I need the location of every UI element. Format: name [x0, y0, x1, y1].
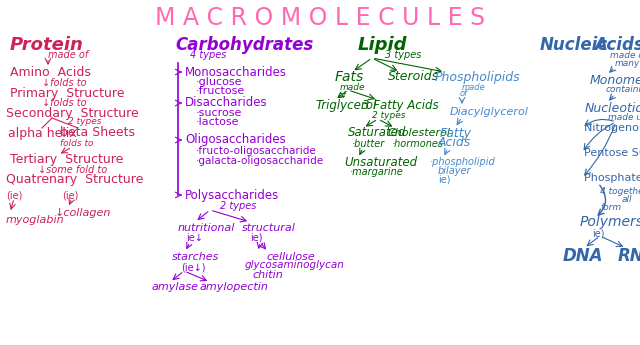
Text: Phosphate Group: Phosphate Group	[584, 173, 640, 183]
Text: Diacylglycerol: Diacylglycerol	[450, 107, 529, 117]
Text: ie): ie)	[592, 228, 605, 238]
Text: myoglabin: myoglabin	[6, 215, 65, 225]
Text: 2 types: 2 types	[68, 118, 102, 127]
Text: Tertiary  Structure: Tertiary Structure	[10, 154, 124, 167]
Text: Pentose Sugar: Pentose Sugar	[584, 148, 640, 158]
Text: ·lactose: ·lactose	[196, 117, 239, 127]
Text: many: many	[615, 59, 640, 68]
Text: Fatty: Fatty	[440, 127, 472, 139]
Text: 2 types: 2 types	[372, 111, 406, 120]
Text: ·fructo-oligosaccharide: ·fructo-oligosaccharide	[196, 146, 317, 156]
Text: Nucleic: Nucleic	[540, 36, 608, 54]
Text: ·sucrose: ·sucrose	[196, 108, 243, 118]
Text: DNA: DNA	[563, 247, 604, 265]
Text: Polymers: Polymers	[580, 215, 640, 229]
Text: Monosaccharides: Monosaccharides	[185, 66, 287, 79]
Text: ie): ie)	[438, 175, 451, 185]
Text: made of: made of	[610, 50, 640, 59]
Text: form: form	[600, 203, 621, 211]
Text: structural: structural	[242, 223, 296, 233]
Text: alpha helix: alpha helix	[8, 127, 77, 139]
Text: folds to: folds to	[60, 138, 93, 148]
Text: 4 types: 4 types	[190, 50, 227, 60]
Text: chitin: chitin	[252, 270, 283, 280]
Text: Acids: Acids	[594, 36, 640, 54]
Text: Polysaccharides: Polysaccharides	[185, 188, 279, 201]
Text: Steroids: Steroids	[388, 70, 439, 83]
Text: Fats: Fats	[335, 70, 364, 84]
Text: cellulose: cellulose	[266, 252, 315, 262]
Text: bilayer: bilayer	[438, 166, 472, 176]
Text: Phospholipids: Phospholipids	[435, 70, 520, 83]
Text: (ie): (ie)	[62, 190, 78, 200]
Text: Protein: Protein	[10, 36, 84, 54]
Text: ·margarine: ·margarine	[350, 167, 404, 177]
Text: Nitrogenous Base: Nitrogenous Base	[584, 123, 640, 133]
Text: 4 together: 4 together	[600, 187, 640, 197]
Text: made of: made of	[48, 50, 88, 60]
Text: containing: containing	[606, 86, 640, 95]
Text: starches: starches	[172, 252, 220, 262]
Text: 3 types: 3 types	[385, 50, 421, 60]
Text: ↓some fold to: ↓some fold to	[38, 165, 108, 175]
Text: ie): ie)	[250, 233, 262, 243]
Text: ·phospholipid: ·phospholipid	[430, 157, 496, 167]
Text: (ie↓): (ie↓)	[181, 262, 205, 272]
Text: Carbohydrates: Carbohydrates	[175, 36, 313, 54]
Text: made up of: made up of	[608, 114, 640, 122]
Text: Oligosaccharides: Oligosaccharides	[185, 134, 285, 147]
Text: ·galacta-oligosaccharide: ·galacta-oligosaccharide	[196, 156, 324, 166]
Text: ↓collagen: ↓collagen	[55, 208, 111, 218]
Text: ·glucose: ·glucose	[196, 77, 243, 87]
Text: Triglycerol: Triglycerol	[316, 99, 377, 111]
Text: ie↓: ie↓	[186, 233, 203, 243]
Text: amylase: amylase	[152, 282, 199, 292]
Text: ·hormones: ·hormones	[392, 139, 444, 149]
Text: RNA: RNA	[618, 247, 640, 265]
Text: Saturated: Saturated	[348, 127, 406, 139]
Text: Lipid: Lipid	[358, 36, 408, 54]
Text: Acids: Acids	[438, 137, 471, 149]
Text: Monomers: Monomers	[590, 73, 640, 87]
Text: Primary  Structure: Primary Structure	[10, 87, 125, 99]
Text: Cholesterol: Cholesterol	[388, 128, 451, 138]
Text: ·butter: ·butter	[352, 139, 385, 149]
Text: of: of	[460, 89, 468, 99]
Text: made: made	[340, 83, 365, 92]
Text: all: all	[622, 196, 632, 205]
Text: ↓folds to: ↓folds to	[42, 78, 86, 88]
Text: ↓folds to: ↓folds to	[42, 98, 86, 108]
Text: Amino  Acids: Amino Acids	[10, 67, 91, 79]
Text: amylopectin: amylopectin	[200, 282, 269, 292]
Text: Disaccharides: Disaccharides	[185, 97, 268, 109]
Text: (ie): (ie)	[6, 190, 22, 200]
Text: 2 types: 2 types	[220, 201, 257, 211]
Text: ·fructose: ·fructose	[196, 86, 245, 96]
Text: glycosaminoglycan: glycosaminoglycan	[245, 260, 345, 270]
Text: of: of	[338, 90, 347, 99]
Text: 3 Fatty Acids: 3 Fatty Acids	[362, 99, 438, 111]
Text: M A C R O M O L E C U L E S: M A C R O M O L E C U L E S	[155, 6, 485, 30]
Text: Quatrenary  Structure: Quatrenary Structure	[6, 174, 143, 187]
Text: made: made	[462, 82, 486, 91]
Text: Nucleotides: Nucleotides	[585, 101, 640, 115]
Text: Secondary  Structure: Secondary Structure	[6, 107, 139, 119]
Text: beta Sheets: beta Sheets	[60, 127, 135, 139]
Text: nutritional: nutritional	[178, 223, 236, 233]
Text: Unsaturated: Unsaturated	[344, 156, 417, 168]
